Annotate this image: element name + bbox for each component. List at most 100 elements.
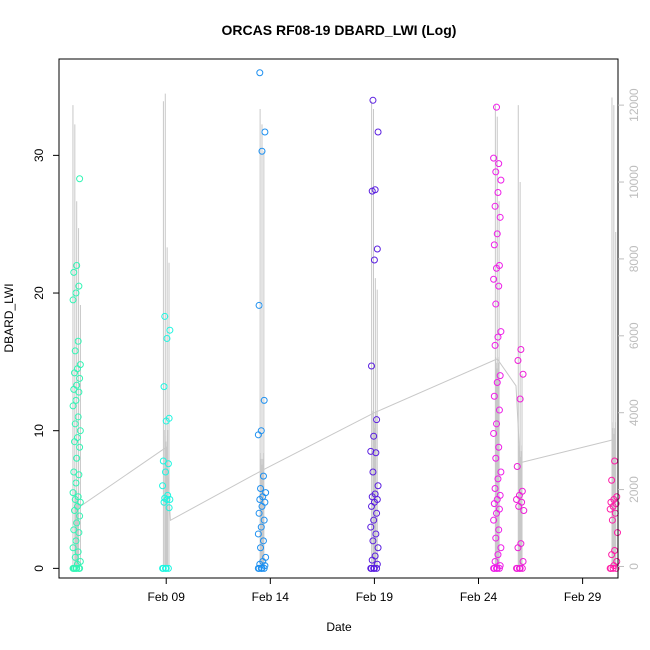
data-point [370, 516, 378, 524]
data-point [373, 564, 381, 572]
data-point [71, 347, 79, 355]
data-point [70, 468, 78, 476]
data-point [260, 516, 268, 524]
data-point [164, 564, 172, 572]
data-point [495, 261, 503, 269]
data-point [72, 289, 80, 297]
secondary-connector-line [76, 358, 614, 522]
data-point [261, 562, 269, 570]
data-point [258, 147, 266, 155]
data-point [520, 507, 528, 515]
x-tick-label: Feb 19 [356, 590, 394, 604]
data-point [490, 275, 498, 283]
data-point [497, 328, 505, 336]
data-point [159, 457, 167, 465]
data-point [370, 432, 378, 440]
data-point [259, 472, 267, 480]
data-point [514, 356, 522, 364]
data-point [73, 434, 81, 442]
data-point [256, 69, 264, 77]
data-point [491, 485, 499, 493]
data-point [162, 564, 170, 572]
data-point [372, 530, 380, 538]
data-point [161, 468, 169, 476]
data-point [493, 230, 501, 238]
data-point [497, 544, 505, 552]
data-point [492, 534, 500, 542]
data-point [69, 544, 77, 552]
data-point [255, 564, 263, 572]
data-point [513, 462, 521, 470]
chart-title: ORCAS RF08-19 DBARD_LWI (Log) [222, 22, 457, 38]
data-point [496, 491, 504, 499]
data-point [74, 413, 82, 421]
data-point [495, 406, 503, 414]
data-point [374, 544, 382, 552]
data-point [166, 496, 174, 504]
data-point [373, 509, 381, 517]
y2-tick-label: 8000 [627, 245, 641, 272]
data-point [161, 312, 169, 320]
data-point [495, 443, 503, 451]
data-point [491, 557, 499, 565]
data-point [76, 512, 84, 520]
data-point [497, 468, 505, 476]
data-point [491, 202, 499, 210]
x-tick-label: Feb 14 [252, 590, 290, 604]
data-point [74, 493, 82, 501]
data-point [165, 504, 173, 512]
y-tick-label: 10 [32, 424, 46, 438]
data-point [70, 268, 78, 276]
data-point [496, 372, 504, 380]
data-point [518, 487, 526, 495]
data-point [69, 489, 77, 497]
data-point [516, 564, 524, 572]
data-point [367, 362, 375, 370]
data-point [608, 476, 616, 484]
data-point [367, 523, 375, 531]
data-point [76, 564, 84, 572]
data-point [166, 326, 174, 334]
data-point [493, 379, 501, 387]
data-point [72, 479, 80, 487]
data-point [517, 345, 525, 353]
secondary-series-layer [72, 93, 617, 567]
data-point [613, 529, 621, 537]
data-point [76, 374, 84, 382]
data-point [493, 420, 501, 428]
data-point [513, 564, 521, 572]
data-point [69, 402, 77, 410]
data-point [75, 282, 83, 290]
data-point [76, 361, 84, 369]
data-point [72, 396, 80, 404]
y2-tick-label: 2000 [627, 476, 641, 503]
data-point [495, 160, 503, 168]
data-point [370, 256, 378, 264]
data-point [367, 447, 375, 455]
data-point [254, 530, 262, 538]
y-axis-label: DBARD_LWI [2, 283, 16, 352]
data-point [495, 526, 503, 534]
data-point [496, 213, 504, 221]
data-point [73, 564, 81, 572]
data-point [609, 564, 617, 572]
data-point [73, 454, 81, 462]
data-point [74, 548, 82, 556]
data-point [519, 557, 527, 565]
data-point [494, 333, 502, 341]
data-point [608, 516, 616, 524]
data-point [495, 564, 503, 572]
data-point [372, 449, 380, 457]
data-point [69, 296, 77, 304]
plot-frame [58, 58, 619, 579]
data-point [519, 370, 527, 378]
data-point [165, 414, 173, 422]
data-point [369, 468, 377, 476]
data-point [517, 540, 525, 548]
data-point [516, 395, 524, 403]
data-point [371, 490, 379, 498]
data-point [371, 552, 379, 560]
data-point [73, 381, 81, 389]
